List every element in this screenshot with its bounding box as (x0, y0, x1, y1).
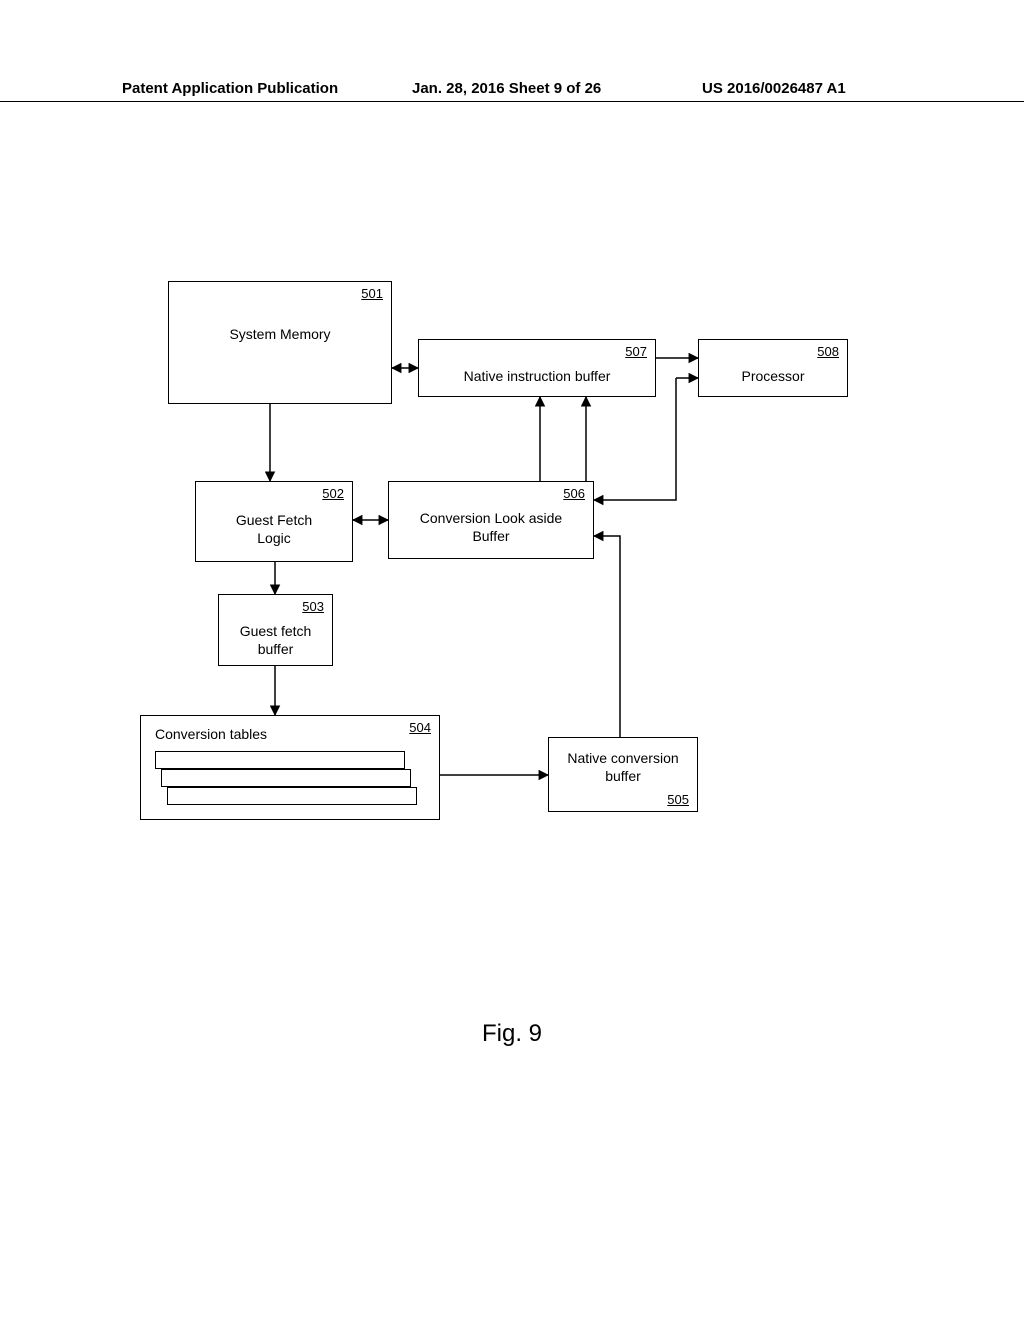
stack-row-2 (161, 769, 411, 787)
header-center: Jan. 28, 2016 Sheet 9 of 26 (412, 80, 601, 97)
label-guest-fetch-buffer: Guest fetchbuffer (219, 623, 332, 658)
ref-506: 506 (563, 486, 585, 501)
ref-504: 504 (409, 720, 431, 735)
ref-507: 507 (625, 344, 647, 359)
label-guest-fetch-logic: Guest FetchLogic (196, 512, 352, 547)
box-clb: 506 Conversion Look asideBuffer (388, 481, 594, 559)
box-processor: 508 Processor (698, 339, 848, 397)
ref-508: 508 (817, 344, 839, 359)
stack-row-3 (167, 787, 417, 805)
page: Patent Application Publication Jan. 28, … (0, 0, 1024, 1320)
header-left: Patent Application Publication (122, 80, 338, 97)
label-native-conversion-buffer: Native conversionbuffer (549, 750, 697, 785)
diagram-arrows (0, 0, 1024, 1320)
box-native-instruction-buffer: 507 Native instruction buffer (418, 339, 656, 397)
label-native-instruction-buffer: Native instruction buffer (419, 368, 655, 386)
label-conversion-tables: Conversion tables (155, 726, 267, 744)
box-guest-fetch-buffer: 503 Guest fetchbuffer (218, 594, 333, 666)
ref-505: 505 (667, 792, 689, 807)
label-clb: Conversion Look asideBuffer (389, 510, 593, 545)
box-system-memory: 501 System Memory (168, 281, 392, 404)
ref-501: 501 (361, 286, 383, 301)
header-right: US 2016/0026487 A1 (702, 80, 846, 97)
figure-caption: Fig. 9 (0, 1020, 1024, 1048)
box-conversion-tables: 504 Conversion tables (140, 715, 440, 820)
ref-502: 502 (322, 486, 344, 501)
ref-503: 503 (302, 599, 324, 614)
label-system-memory: System Memory (169, 326, 391, 344)
box-guest-fetch-logic: 502 Guest FetchLogic (195, 481, 353, 562)
stack-row-1 (155, 751, 405, 769)
label-processor: Processor (699, 368, 847, 386)
box-native-conversion-buffer: Native conversionbuffer 505 (548, 737, 698, 812)
